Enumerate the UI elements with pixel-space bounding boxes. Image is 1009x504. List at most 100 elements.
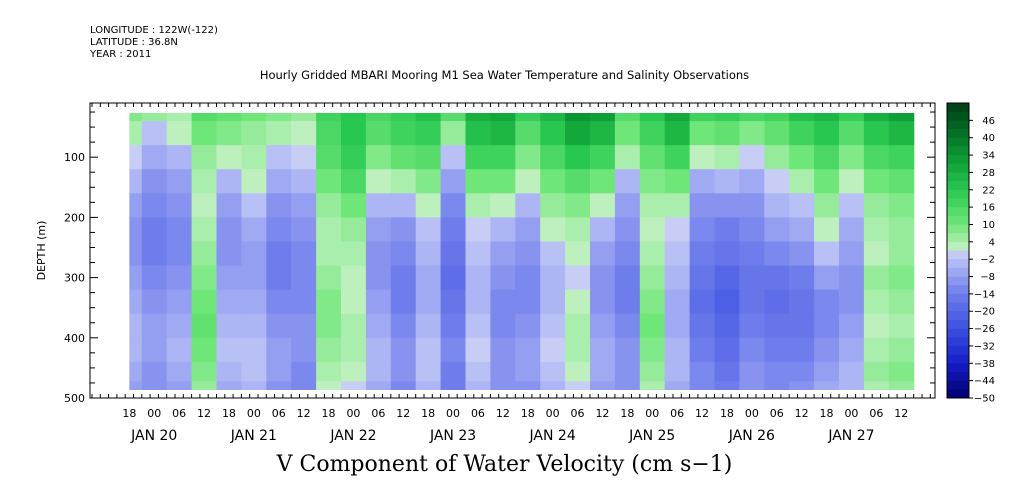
heatmap-cell — [390, 337, 417, 363]
heatmap-cell — [590, 145, 616, 170]
heatmap-cell — [241, 121, 267, 146]
x-hour-label: 06 — [272, 407, 286, 420]
heatmap-cell — [764, 265, 790, 291]
heatmap-cell — [664, 289, 691, 315]
heatmap-cell — [415, 121, 442, 146]
x-day-label: JAN 21 — [230, 428, 277, 444]
heatmap-cell — [241, 289, 267, 315]
heatmap-cells — [129, 113, 915, 390]
heatmap-cell — [241, 381, 267, 390]
heatmap-cell — [166, 193, 193, 218]
heatmap-cell — [266, 113, 292, 122]
heatmap-cell — [863, 145, 890, 170]
heatmap-cell — [465, 289, 491, 315]
heatmap-cell — [166, 313, 193, 339]
heatmap-cell — [365, 381, 392, 390]
heatmap-cell — [365, 169, 392, 194]
heatmap-cell — [490, 289, 516, 315]
x-hour-label: 06 — [770, 407, 784, 420]
heatmap-cell — [129, 113, 143, 122]
x-hour-label: 12 — [795, 407, 809, 420]
heatmap-cell — [365, 361, 392, 383]
heatmap-cell — [166, 361, 193, 383]
heatmap-cell — [465, 121, 491, 146]
heatmap-cell — [316, 289, 342, 315]
heatmap-cell — [465, 265, 491, 291]
heatmap-cell — [789, 361, 815, 383]
x-hour-label: 18 — [222, 407, 236, 420]
heatmap-cell — [639, 169, 666, 194]
x-hour-label: 06 — [670, 407, 684, 420]
colorbar-band — [947, 337, 969, 347]
heatmap-cell — [365, 193, 392, 218]
heatmap-cell — [266, 361, 292, 383]
heatmap-cell — [129, 337, 143, 363]
heatmap-cell — [863, 169, 890, 194]
heatmap-cell — [191, 113, 218, 122]
colorbar-label: −50 — [974, 394, 995, 405]
y-tick-label: 200 — [64, 211, 85, 224]
heatmap-cell — [465, 113, 491, 122]
colorbar-border — [946, 102, 970, 399]
heatmap-cell — [216, 381, 242, 390]
heatmap-cell — [565, 145, 591, 170]
colorbar-label: 40 — [982, 133, 995, 144]
heatmap-cell — [689, 217, 716, 243]
heatmap-cell — [565, 381, 591, 390]
heatmap-cell — [814, 121, 840, 146]
heatmap-cell — [714, 381, 740, 390]
heatmap-cell — [166, 337, 193, 363]
colorbar-band — [947, 311, 969, 321]
heatmap-cell — [316, 361, 342, 383]
heatmap-cell — [714, 313, 740, 339]
heatmap-cell — [141, 113, 168, 122]
heatmap-cell — [614, 265, 641, 291]
heatmap-cell — [241, 145, 267, 170]
heatmap-cell — [291, 361, 317, 383]
heatmap-cell — [490, 313, 516, 339]
heatmap-cell — [590, 121, 616, 146]
colorbar-label: −38 — [974, 359, 995, 370]
heatmap-cell — [465, 193, 491, 218]
x-hour-label: 18 — [322, 407, 336, 420]
heatmap-cell — [465, 169, 491, 194]
heatmap-cell — [390, 361, 417, 383]
x-hour-label: 12 — [197, 407, 211, 420]
heatmap-cell — [839, 145, 865, 170]
heatmap-cell — [739, 313, 765, 339]
heatmap-cell — [540, 193, 566, 218]
heatmap-cell — [191, 381, 218, 390]
heatmap-cell — [888, 337, 915, 363]
year-label: YEAR : 2011 — [90, 49, 152, 60]
heatmap-cell — [863, 313, 890, 339]
heatmap-cell — [390, 169, 417, 194]
heatmap-cell — [590, 113, 616, 122]
y-tick-label: 500 — [64, 392, 85, 405]
heatmap-cell — [590, 217, 616, 243]
heatmap-cell — [590, 361, 616, 383]
colorbar-band — [947, 241, 969, 251]
heatmap-cell — [191, 121, 218, 146]
heatmap-cell — [664, 145, 691, 170]
heatmap-cell — [266, 265, 292, 291]
colorbar-label: −2 — [980, 255, 995, 266]
heatmap-cell — [814, 265, 840, 291]
heatmap-cell — [689, 193, 716, 218]
heatmap-cell — [739, 241, 765, 267]
heatmap-cell — [415, 217, 442, 243]
heatmap-cell — [365, 145, 392, 170]
heatmap-cell — [490, 113, 516, 122]
heatmap-cell — [614, 381, 641, 390]
heatmap-cell — [341, 381, 367, 390]
heatmap-cell — [191, 313, 218, 339]
heatmap-cell — [614, 313, 641, 339]
heatmap-cell — [689, 241, 716, 267]
heatmap-cell — [614, 217, 641, 243]
heatmap-cell — [440, 381, 467, 390]
heatmap-cell — [814, 193, 840, 218]
heatmap-cell — [415, 361, 442, 383]
heatmap-cell — [789, 313, 815, 339]
chart-title: Hourly Gridded MBARI Mooring M1 Sea Wate… — [259, 68, 750, 82]
heatmap-cell — [191, 193, 218, 218]
